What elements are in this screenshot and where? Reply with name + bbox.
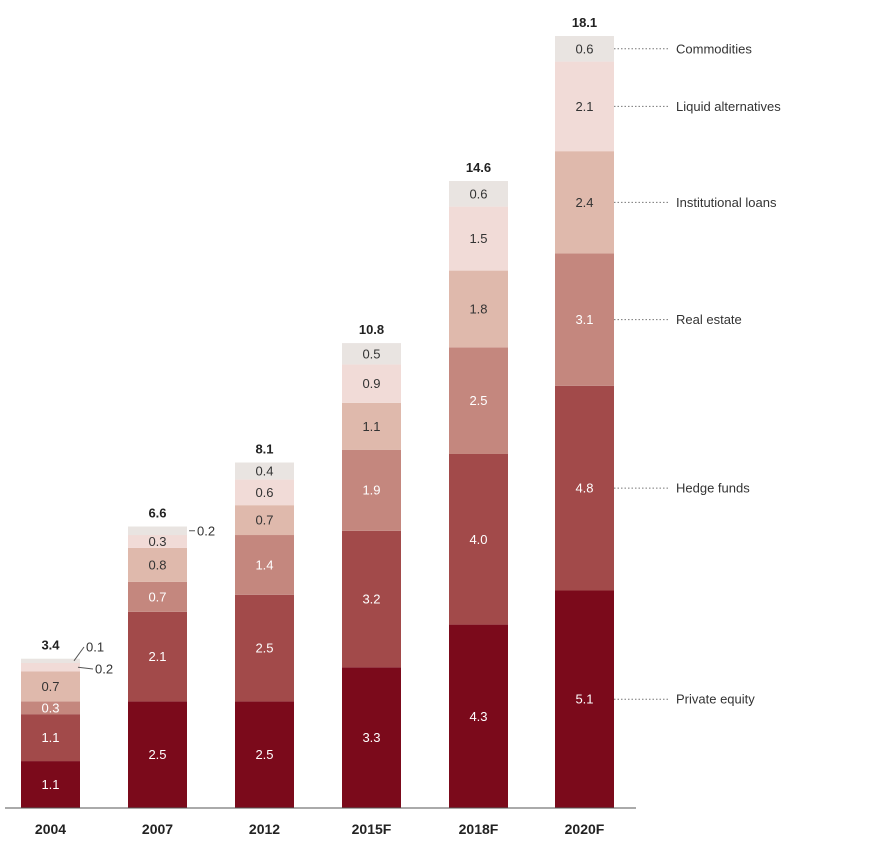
- segment-label-2018F-liquid-alternatives: 1.5: [469, 231, 487, 246]
- bar-segment-2015F-commodities: [342, 343, 401, 365]
- segment-label-2018F-institutional-loans: 1.8: [469, 301, 487, 316]
- segment-label-2004-real-estate: 0.3: [41, 700, 59, 715]
- segment-label-2015F-real-estate: 1.9: [362, 483, 380, 498]
- segment-label-2012-liquid-alternatives: 0.6: [255, 485, 273, 500]
- segment-label-2020F-institutional-loans: 2.4: [575, 195, 593, 210]
- bar-segment-2020F-commodities: [555, 36, 614, 62]
- bar-segment-2012-real-estate: [235, 535, 294, 595]
- bar-segment-2012-institutional-loans: [235, 505, 294, 536]
- segment-label-2015F-hedge-funds: 3.2: [362, 592, 380, 607]
- segment-label-2004-institutional-loans: 0.7: [41, 679, 59, 694]
- bar-segment-2004-hedge-funds: [21, 714, 80, 762]
- bar-segment-2018F-real-estate: [449, 347, 508, 454]
- bar-segment-2015F-real-estate: [342, 449, 401, 531]
- segment-label-2004-hedge-funds: 1.1: [41, 730, 59, 745]
- callout-label-2004-liquid-alternatives: 0.2: [95, 662, 113, 677]
- bar-segment-2004-liquid-alternatives: [21, 662, 80, 672]
- segment-label-2020F-commodities: 0.6: [575, 41, 593, 56]
- total-label-2012: 8.1: [255, 442, 273, 457]
- callout-leader-2004-commodities: [73, 646, 85, 662]
- x-axis: 2004 2007 2012 2015F 2018F 2020F: [5, 807, 636, 837]
- segment-label-2020F-hedge-funds: 4.8: [575, 481, 593, 496]
- bar-segment-2018F-private-equity: [449, 624, 508, 808]
- segment-label-2020F-liquid-alternatives: 2.1: [575, 99, 593, 114]
- legend-label-institutional-loans: Institutional loans: [676, 195, 777, 210]
- legend-label-commodities: Commodities: [676, 41, 752, 56]
- bar-segment-2015F-private-equity: [342, 667, 401, 808]
- x-tick-label-2015F: 2015F: [352, 821, 392, 837]
- bar-segment-2015F-hedge-funds: [342, 530, 401, 668]
- segment-label-2018F-private-equity: 4.3: [469, 709, 487, 724]
- segment-label-2015F-commodities: 0.5: [362, 346, 380, 361]
- segment-label-2020F-private-equity: 5.1: [575, 692, 593, 707]
- segment-label-2018F-hedge-funds: 4.0: [469, 532, 487, 547]
- x-tick-label-2018F: 2018F: [459, 821, 499, 837]
- bar-segment-2004-real-estate: [21, 701, 80, 715]
- segment-label-2012-institutional-loans: 0.7: [255, 513, 273, 528]
- total-label-2007: 6.6: [148, 505, 166, 520]
- total-label-2004: 3.4: [41, 638, 60, 653]
- segment-label-2018F-commodities: 0.6: [469, 186, 487, 201]
- segment-label-2015F-liquid-alternatives: 0.9: [362, 376, 380, 391]
- bar-segment-2007-hedge-funds: [128, 611, 187, 702]
- bar-segment-2020F-hedge-funds: [555, 385, 614, 591]
- legend-label-real-estate: Real estate: [676, 312, 742, 327]
- bar-segment-2018F-institutional-loans: [449, 270, 508, 348]
- legend: Private equity Hedge funds Real estate Inst…: [614, 41, 781, 707]
- bar-segment-2020F-liquid-alternatives: [555, 61, 614, 152]
- bar-segment-2018F-commodities: [449, 181, 508, 207]
- bar-segment-2004-institutional-loans: [21, 671, 80, 702]
- total-label-2015F: 10.8: [359, 322, 384, 337]
- bar-segment-2007-institutional-loans: [128, 547, 187, 582]
- bar-segment-2020F-private-equity: [555, 590, 614, 808]
- bar-segment-2004-commodities: [21, 658, 80, 663]
- legend-label-hedge-funds: Hedge funds: [676, 481, 750, 496]
- segment-label-2007-private-equity: 2.5: [148, 747, 166, 762]
- bar-segment-2007-commodities: [128, 526, 187, 536]
- bar-segment-2018F-hedge-funds: [449, 453, 508, 625]
- bar-segment-2018F-liquid-alternatives: [449, 206, 508, 271]
- segment-label-2007-institutional-loans: 0.8: [148, 557, 166, 572]
- x-tick-label-2004: 2004: [35, 821, 66, 837]
- x-tick-label-2012: 2012: [249, 821, 280, 837]
- segment-label-2007-real-estate: 0.7: [148, 589, 166, 604]
- segment-label-2012-hedge-funds: 2.5: [255, 641, 273, 656]
- callout-label-2007-commodities: 0.2: [197, 523, 215, 538]
- segment-label-2020F-real-estate: 3.1: [575, 312, 593, 327]
- totals-group: 3.4 6.6 8.1 10.8 14.6 18.1: [41, 15, 597, 653]
- bar-segment-2004-private-equity: [21, 761, 80, 808]
- segment-label-2007-hedge-funds: 2.1: [148, 649, 166, 664]
- segment-label-2012-commodities: 0.4: [255, 464, 273, 479]
- segment-label-2018F-real-estate: 2.5: [469, 393, 487, 408]
- bar-segment-2007-liquid-alternatives: [128, 535, 187, 548]
- total-label-2018F: 14.6: [466, 160, 491, 175]
- bar-segment-2015F-liquid-alternatives: [342, 364, 401, 403]
- small-segment-callouts: 0.2 0.1 0.2: [73, 523, 215, 677]
- bar-segment-2012-private-equity: [235, 701, 294, 808]
- x-tick-label-2007: 2007: [142, 821, 173, 837]
- callout-label-2004-commodities: 0.1: [86, 640, 104, 655]
- segment-label-2004-private-equity: 1.1: [41, 777, 59, 792]
- bar-segment-2012-liquid-alternatives: [235, 479, 294, 506]
- segment-label-2015F-institutional-loans: 1.1: [362, 419, 380, 434]
- legend-label-private-equity: Private equity: [676, 692, 755, 707]
- legend-label-liquid-alternatives: Liquid alternatives: [676, 99, 781, 114]
- total-label-2020F: 18.1: [572, 15, 597, 30]
- bar-segment-2007-private-equity: [128, 701, 187, 808]
- segment-label-2012-private-equity: 2.5: [255, 747, 273, 762]
- bar-segment-2007-real-estate: [128, 581, 187, 612]
- segment-label-2012-real-estate: 1.4: [255, 557, 273, 572]
- bar-segment-2012-commodities: [235, 462, 294, 480]
- segment-label-2015F-private-equity: 3.3: [362, 730, 380, 745]
- segment-label-2007-liquid-alternatives: 0.3: [148, 534, 166, 549]
- bar-segment-2012-hedge-funds: [235, 594, 294, 702]
- bar-segment-2015F-institutional-loans: [342, 402, 401, 450]
- bars-group: 1.11.10.30.72.52.10.70.80.32.52.51.40.70…: [21, 36, 614, 808]
- bar-segment-2020F-institutional-loans: [555, 151, 614, 254]
- bar-segment-2020F-real-estate: [555, 253, 614, 386]
- callout-leader-2004-liquid: [77, 666, 94, 670]
- x-tick-label-2020F: 2020F: [565, 821, 605, 837]
